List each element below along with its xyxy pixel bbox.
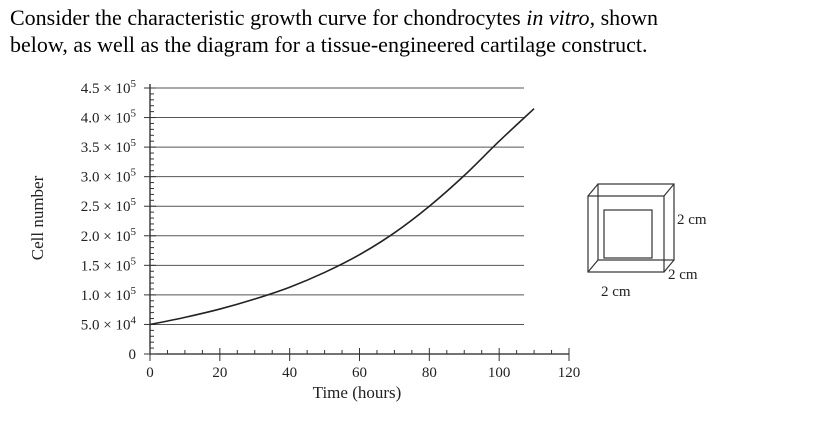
cube-back-face [597, 183, 675, 261]
y-tick-label: 4.0 × 105 [81, 108, 137, 127]
x-tick-label: 80 [422, 365, 437, 381]
cube-height-label: 2 cm [677, 212, 707, 228]
y-tick-label: 4.5 × 105 [81, 78, 137, 97]
x-tick-label: 40 [282, 365, 297, 381]
x-tick-label: 100 [488, 365, 511, 381]
cube-front-face [587, 195, 665, 273]
y-tick-label: 3.5 × 105 [81, 137, 137, 156]
y-tick-label: 1.0 × 105 [81, 285, 137, 304]
chart-tick-labels: 0 5.0 × 104 1.0 × 105 1.5 × 105 2.0 × 105 2.5… [81, 78, 580, 381]
cube-width-label: 2 cm [601, 284, 631, 300]
question-italic: in vitro [526, 5, 590, 30]
y-tick-label: 1.5 × 105 [81, 255, 137, 274]
x-tick-label: 20 [212, 365, 227, 381]
growth-curve-line [149, 108, 535, 326]
x-tick-label: 0 [146, 365, 154, 381]
question-line-2: below, as well as the diagram for a tiss… [10, 32, 648, 57]
y-tick-label: 5.0 × 104 [81, 314, 137, 333]
cube-edge [663, 183, 675, 197]
y-tick-label: 2.0 × 105 [81, 226, 137, 245]
y-tick-label: 3.0 × 105 [81, 167, 137, 186]
x-axis-title: Time (hours) [313, 383, 402, 402]
y-axis-title: Cell number [28, 175, 47, 260]
cube-edge [587, 259, 599, 273]
question-line-1: Consider the characteristic growth curve… [10, 5, 659, 30]
y-tick-label: 0 [129, 347, 137, 363]
x-tick-label: 120 [558, 365, 581, 381]
x-tick-label: 60 [352, 365, 367, 381]
cube-depth-label: 2 cm [668, 267, 698, 283]
chart-gridlines [150, 87, 524, 325]
cube-edge [587, 183, 599, 197]
question-text: Consider the characteristic growth curve… [10, 4, 810, 58]
cube-inner-face [603, 209, 653, 259]
y-tick-label: 2.5 × 105 [81, 196, 137, 215]
cube-edge [663, 259, 675, 273]
